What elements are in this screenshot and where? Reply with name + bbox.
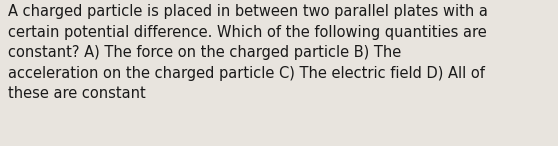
Text: A charged particle is placed in between two parallel plates with a
certain poten: A charged particle is placed in between … [8, 4, 488, 101]
